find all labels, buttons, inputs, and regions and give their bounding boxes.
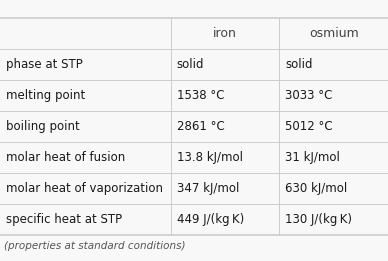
Text: 130 J/(kg K): 130 J/(kg K) <box>285 213 352 226</box>
Text: 449 J/(kg K): 449 J/(kg K) <box>177 213 244 226</box>
Text: 5012 °C: 5012 °C <box>285 120 333 133</box>
Text: solid: solid <box>285 58 313 71</box>
Text: phase at STP: phase at STP <box>6 58 83 71</box>
Text: solid: solid <box>177 58 204 71</box>
Text: melting point: melting point <box>6 89 85 102</box>
Text: (properties at standard conditions): (properties at standard conditions) <box>4 241 185 251</box>
Text: 13.8 kJ/mol: 13.8 kJ/mol <box>177 151 242 164</box>
Text: molar heat of fusion: molar heat of fusion <box>6 151 125 164</box>
Text: 630 kJ/mol: 630 kJ/mol <box>285 182 347 195</box>
Text: iron: iron <box>213 27 237 40</box>
Text: 3033 °C: 3033 °C <box>285 89 333 102</box>
Text: 347 kJ/mol: 347 kJ/mol <box>177 182 239 195</box>
Text: boiling point: boiling point <box>6 120 80 133</box>
Text: 31 kJ/mol: 31 kJ/mol <box>285 151 340 164</box>
Text: osmium: osmium <box>309 27 359 40</box>
Text: 2861 °C: 2861 °C <box>177 120 224 133</box>
Text: molar heat of vaporization: molar heat of vaporization <box>6 182 163 195</box>
Text: 1538 °C: 1538 °C <box>177 89 224 102</box>
Text: specific heat at STP: specific heat at STP <box>6 213 122 226</box>
